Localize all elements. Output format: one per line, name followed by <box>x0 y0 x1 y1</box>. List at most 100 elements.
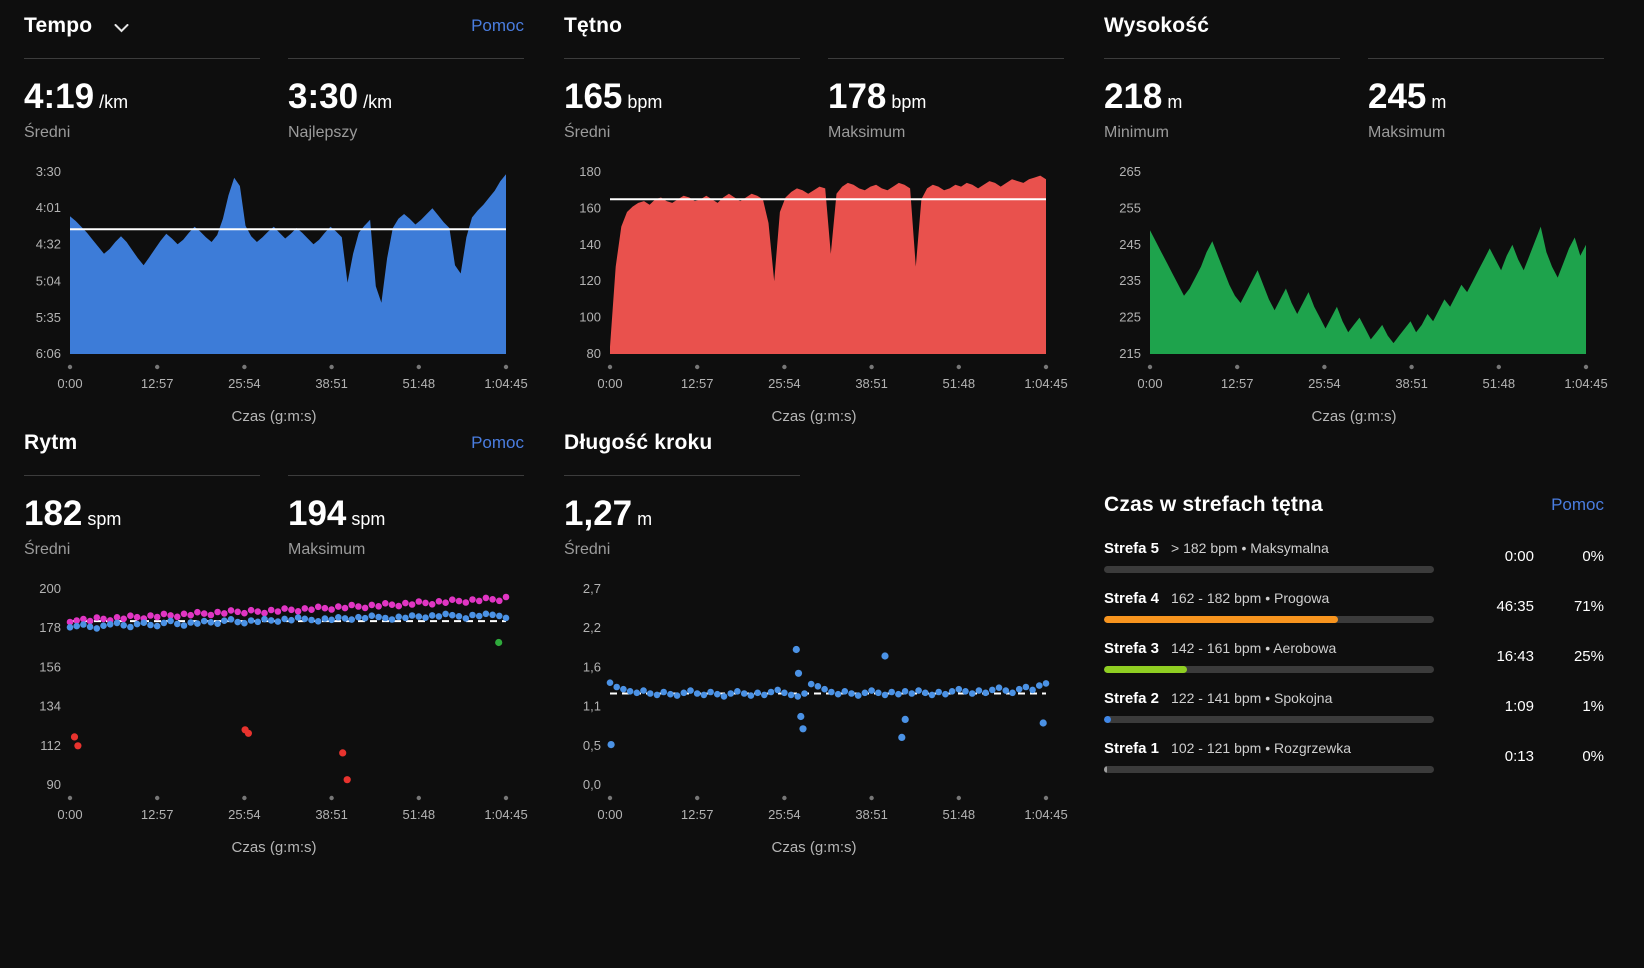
cadence-x-axis-caption: Czas (g:m:s) <box>231 839 317 856</box>
zone-name: Strefa 5 <box>1104 540 1160 557</box>
svg-text:25:54: 25:54 <box>768 376 801 391</box>
min-elevation-label: Minimum <box>1104 124 1169 141</box>
svg-text:245: 245 <box>1119 237 1141 252</box>
svg-text:0,5: 0,5 <box>583 738 601 753</box>
average-pace-unit: /km <box>99 92 129 112</box>
best-pace-label: Najlepszy <box>288 124 358 141</box>
zone-range: 102 - 121 bpm • Rozgrzewka <box>1171 740 1352 756</box>
hr-zones-header: Czas w strefach tętna Pomoc <box>1104 487 1604 523</box>
elevation-chart: 265 255 245 235 225 215 0:00 12:57 25:54 38:51 51:… <box>1104 162 1607 400</box>
zone-bar-track <box>1104 716 1434 723</box>
svg-text:5:04: 5:04 <box>36 274 61 289</box>
zone-time: 46:35 <box>1496 598 1534 615</box>
hr-zones-title: Czas w strefach tętna <box>1104 493 1323 516</box>
stat-average-stride: 1,27 m Średni <box>564 475 800 559</box>
cadence-chart: 200 178 156 134 112 90 0:00 12:57 25:54 38:51 51:4… <box>24 579 527 831</box>
hr-zone-row-1: Strefa 1 102 - 121 bpm • Rozgrzewka 0:13 0% <box>1104 740 1604 773</box>
elevation-header: Wysokość <box>1104 8 1604 44</box>
heart-rate-x-axis-caption: Czas (g:m:s) <box>771 408 857 425</box>
zone-name: Strefa 2 <box>1104 690 1160 707</box>
zone-time: 0:00 <box>1504 548 1534 565</box>
average-stride-label: Średni <box>564 541 611 558</box>
svg-text:90: 90 <box>47 777 61 792</box>
zone-label: Strefa 4 162 - 182 bpm • Progowa <box>1104 590 1464 607</box>
svg-text:235: 235 <box>1119 273 1141 288</box>
svg-text:1:04:45: 1:04:45 <box>1024 376 1067 391</box>
svg-text:12:57: 12:57 <box>681 376 714 391</box>
zone-name: Strefa 4 <box>1104 590 1160 607</box>
hr-zones-help-link[interactable]: Pomoc <box>1551 495 1604 514</box>
cadence-help-link[interactable]: Pomoc <box>471 433 524 452</box>
svg-text:255: 255 <box>1119 200 1141 215</box>
hr-zones-panel: Czas w strefach tętna Pomoc Strefa 5 > 18… <box>1104 487 1604 773</box>
zone-bar-fill <box>1104 666 1187 673</box>
stat-max-cadence: 194 spm Maksimum <box>288 475 524 559</box>
heart-rate-stats: 165 bpm Średni 178 bpm Maksimum <box>564 58 1064 142</box>
zone-name: Strefa 3 <box>1104 640 1160 657</box>
svg-text:0:00: 0:00 <box>57 376 82 391</box>
svg-text:4:32: 4:32 <box>36 236 61 251</box>
zone-range: 162 - 182 bpm • Progowa <box>1171 590 1330 606</box>
svg-text:1:04:45: 1:04:45 <box>1024 807 1067 822</box>
svg-text:0:00: 0:00 <box>597 807 622 822</box>
stat-min-elevation: 218 m Minimum <box>1104 58 1340 142</box>
zone-time: 1:09 <box>1504 698 1534 715</box>
zone-time: 0:13 <box>1504 748 1534 765</box>
svg-text:6:06: 6:06 <box>36 346 61 361</box>
average-stride-value: 1,27 <box>564 494 633 533</box>
stride-x-axis-caption: Czas (g:m:s) <box>771 839 857 856</box>
max-elevation-label: Maksimum <box>1368 124 1446 141</box>
zone-bar-track <box>1104 666 1434 673</box>
zone-range: 122 - 141 bpm • Spokojna <box>1171 690 1333 706</box>
best-pace-unit: /km <box>363 92 393 112</box>
hr-zone-row-4: Strefa 4 162 - 182 bpm • Progowa 46:35 71% <box>1104 590 1604 623</box>
pace-x-axis-caption: Czas (g:m:s) <box>231 408 317 425</box>
zone-main: Strefa 1 102 - 121 bpm • Rozgrzewka <box>1104 740 1464 773</box>
svg-text:51:48: 51:48 <box>403 376 436 391</box>
cadence-stats: 182 spm Średni 194 spm Maksimum <box>24 475 524 559</box>
svg-text:265: 265 <box>1119 164 1141 179</box>
hr-zone-row-2: Strefa 2 122 - 141 bpm • Spokojna 1:09 1% <box>1104 690 1604 723</box>
elevation-title: Wysokość <box>1104 14 1210 37</box>
average-hr-unit: bpm <box>627 92 663 112</box>
zone-bar-fill <box>1104 716 1111 723</box>
svg-text:225: 225 <box>1119 310 1141 325</box>
max-hr-unit: bpm <box>891 92 927 112</box>
svg-text:0:00: 0:00 <box>597 376 622 391</box>
svg-text:1:04:45: 1:04:45 <box>484 807 527 822</box>
pace-stats: 4:19/km Średni 3:30/km Najlepszy <box>24 58 524 142</box>
activity-stats-page: Tempo Pomoc 4:19/km Średni 3:30/km Najle… <box>24 8 1608 856</box>
zone-bar-track <box>1104 566 1434 573</box>
hr-zone-row-3: Strefa 3 142 - 161 bpm • Aerobowa 16:43 25% <box>1104 640 1604 673</box>
max-cadence-value: 194 <box>288 494 347 533</box>
cadence-panel: Rytm Pomoc 182 spm Średni 194 spm Maksimum… <box>24 425 528 856</box>
zone-main: Strefa 5 > 182 bpm • Maksymalna <box>1104 540 1464 573</box>
stride-length-panel: Długość kroku 1,27 m Średni 2,7 2,2 1,6 1,1 0… <box>564 425 1068 856</box>
max-hr-label: Maksimum <box>828 124 906 141</box>
zone-label: Strefa 3 142 - 161 bpm • Aerobowa <box>1104 640 1464 657</box>
pace-help-link[interactable]: Pomoc <box>471 16 524 35</box>
stat-average-pace: 4:19/km Średni <box>24 58 260 142</box>
svg-text:120: 120 <box>579 273 601 288</box>
chevron-down-icon[interactable] <box>114 20 129 33</box>
elevation-stats: 218 m Minimum 245 m Maksimum <box>1104 58 1604 142</box>
average-stride-unit: m <box>637 509 653 529</box>
pace-panel: Tempo Pomoc 4:19/km Średni 3:30/km Najle… <box>24 8 528 425</box>
zone-range: 142 - 161 bpm • Aerobowa <box>1171 640 1337 656</box>
min-elevation-value: 218 <box>1104 77 1163 116</box>
stride-length-title: Długość kroku <box>564 431 713 454</box>
zone-label: Strefa 1 102 - 121 bpm • Rozgrzewka <box>1104 740 1464 757</box>
svg-text:12:57: 12:57 <box>681 807 714 822</box>
zone-percent: 0% <box>1582 748 1604 765</box>
zone-main: Strefa 3 142 - 161 bpm • Aerobowa <box>1104 640 1464 673</box>
svg-text:156: 156 <box>39 659 61 674</box>
svg-text:1:04:45: 1:04:45 <box>1564 376 1607 391</box>
svg-text:2,7: 2,7 <box>583 581 601 596</box>
stat-max-elevation: 245 m Maksimum <box>1368 58 1604 142</box>
svg-text:38:51: 38:51 <box>855 807 888 822</box>
svg-text:38:51: 38:51 <box>315 376 348 391</box>
max-elevation-unit: m <box>1431 92 1447 112</box>
svg-text:160: 160 <box>579 200 601 215</box>
best-pace-value: 3:30 <box>288 77 359 116</box>
average-cadence-label: Średni <box>24 541 71 558</box>
